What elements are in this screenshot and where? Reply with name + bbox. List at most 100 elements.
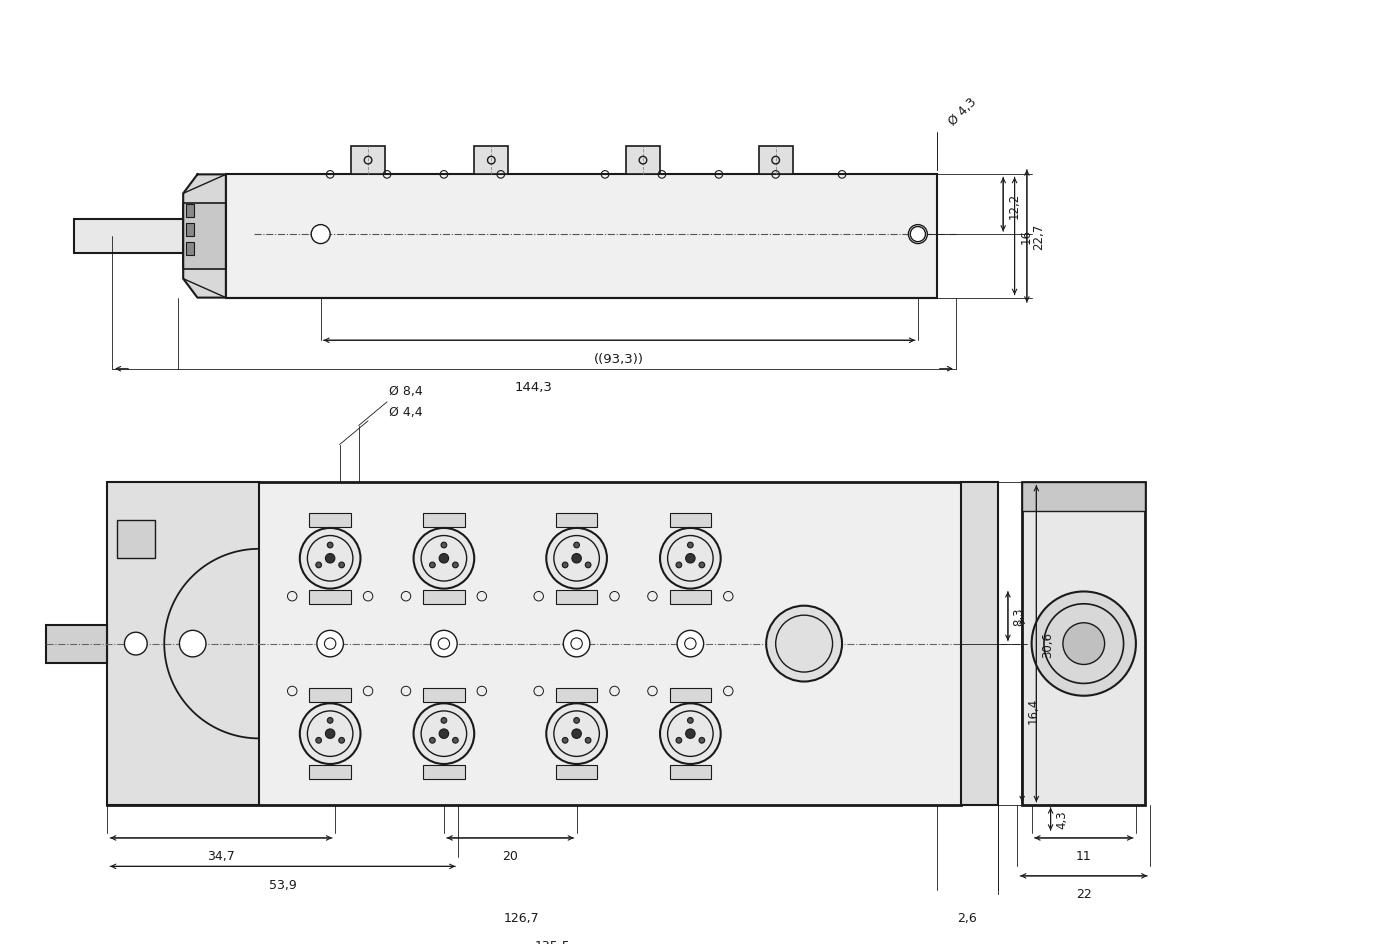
Bar	[669, 514, 711, 528]
Circle shape	[546, 703, 606, 765]
Bar	[1022, 483, 1146, 805]
Circle shape	[328, 543, 333, 548]
Circle shape	[180, 631, 206, 657]
Circle shape	[429, 737, 435, 743]
Circle shape	[414, 529, 474, 589]
Circle shape	[414, 703, 474, 765]
Circle shape	[686, 729, 696, 738]
Text: 53,9: 53,9	[269, 878, 297, 891]
Circle shape	[453, 563, 459, 568]
Circle shape	[676, 563, 682, 568]
Circle shape	[325, 554, 335, 564]
Polygon shape	[183, 176, 226, 298]
Bar	[422, 514, 464, 528]
Text: Ø 4,3: Ø 4,3	[947, 95, 979, 127]
Circle shape	[316, 563, 322, 568]
Bar	[46, 625, 107, 663]
Bar	[107, 483, 259, 805]
Bar	[474, 146, 509, 176]
Circle shape	[546, 529, 606, 589]
Bar	[556, 766, 598, 780]
Circle shape	[429, 563, 435, 568]
Text: 135,5: 135,5	[535, 939, 570, 944]
Text: 126,7: 126,7	[503, 911, 539, 924]
Circle shape	[698, 737, 705, 743]
Circle shape	[453, 737, 459, 743]
Circle shape	[585, 737, 591, 743]
Circle shape	[441, 543, 446, 548]
Bar	[556, 590, 598, 604]
Bar	[309, 766, 351, 780]
Circle shape	[585, 563, 591, 568]
Text: 12,2: 12,2	[1008, 193, 1020, 219]
Text: 16: 16	[1019, 229, 1033, 244]
Bar	[351, 146, 385, 176]
Circle shape	[339, 563, 344, 568]
Bar	[309, 514, 351, 528]
Circle shape	[439, 729, 449, 738]
Circle shape	[431, 631, 457, 657]
Bar	[309, 688, 351, 702]
Bar	[422, 590, 464, 604]
Circle shape	[300, 703, 361, 765]
Bar	[74, 220, 198, 254]
Text: 34,7: 34,7	[208, 850, 236, 863]
Text: 22: 22	[1076, 887, 1092, 901]
Circle shape	[676, 737, 682, 743]
Circle shape	[677, 631, 704, 657]
Circle shape	[572, 729, 581, 738]
Circle shape	[659, 529, 721, 589]
Bar	[669, 688, 711, 702]
Bar	[669, 766, 711, 780]
Circle shape	[1062, 623, 1104, 665]
Circle shape	[698, 563, 705, 568]
Bar	[556, 688, 598, 702]
Bar	[422, 766, 464, 780]
Bar	[626, 146, 659, 176]
Text: ((93,3)): ((93,3))	[594, 352, 644, 365]
Text: Ø 8,4: Ø 8,4	[389, 385, 422, 397]
Circle shape	[441, 717, 446, 723]
Circle shape	[316, 631, 343, 657]
Text: 11: 11	[1076, 850, 1092, 863]
Text: 4,3: 4,3	[1055, 810, 1068, 829]
Bar	[556, 514, 598, 528]
Circle shape	[687, 717, 693, 723]
Circle shape	[124, 632, 148, 655]
Circle shape	[300, 529, 361, 589]
Bar	[669, 590, 711, 604]
Text: 2,6: 2,6	[958, 911, 977, 924]
Bar	[185, 205, 194, 218]
Bar	[117, 521, 155, 559]
Bar	[758, 146, 793, 176]
Circle shape	[687, 543, 693, 548]
Circle shape	[339, 737, 344, 743]
Bar	[107, 483, 960, 805]
Bar	[1022, 483, 1146, 512]
Circle shape	[311, 226, 330, 244]
Circle shape	[1032, 592, 1136, 696]
Circle shape	[686, 554, 696, 564]
Text: 22,7: 22,7	[1032, 224, 1044, 250]
Circle shape	[439, 554, 449, 564]
Circle shape	[562, 563, 567, 568]
Circle shape	[325, 729, 335, 738]
Bar	[185, 243, 194, 256]
Text: Ø 4,4: Ø 4,4	[389, 406, 422, 418]
Circle shape	[574, 543, 580, 548]
Bar	[226, 176, 937, 298]
Circle shape	[909, 226, 927, 244]
Text: 20: 20	[502, 850, 519, 863]
Circle shape	[572, 554, 581, 564]
Circle shape	[574, 717, 580, 723]
Circle shape	[328, 717, 333, 723]
Bar	[960, 483, 998, 805]
Bar	[183, 204, 226, 270]
Circle shape	[767, 606, 842, 682]
Bar	[422, 688, 464, 702]
Circle shape	[659, 703, 721, 765]
Text: 144,3: 144,3	[514, 380, 553, 394]
Bar	[309, 590, 351, 604]
Circle shape	[562, 737, 567, 743]
Circle shape	[563, 631, 590, 657]
